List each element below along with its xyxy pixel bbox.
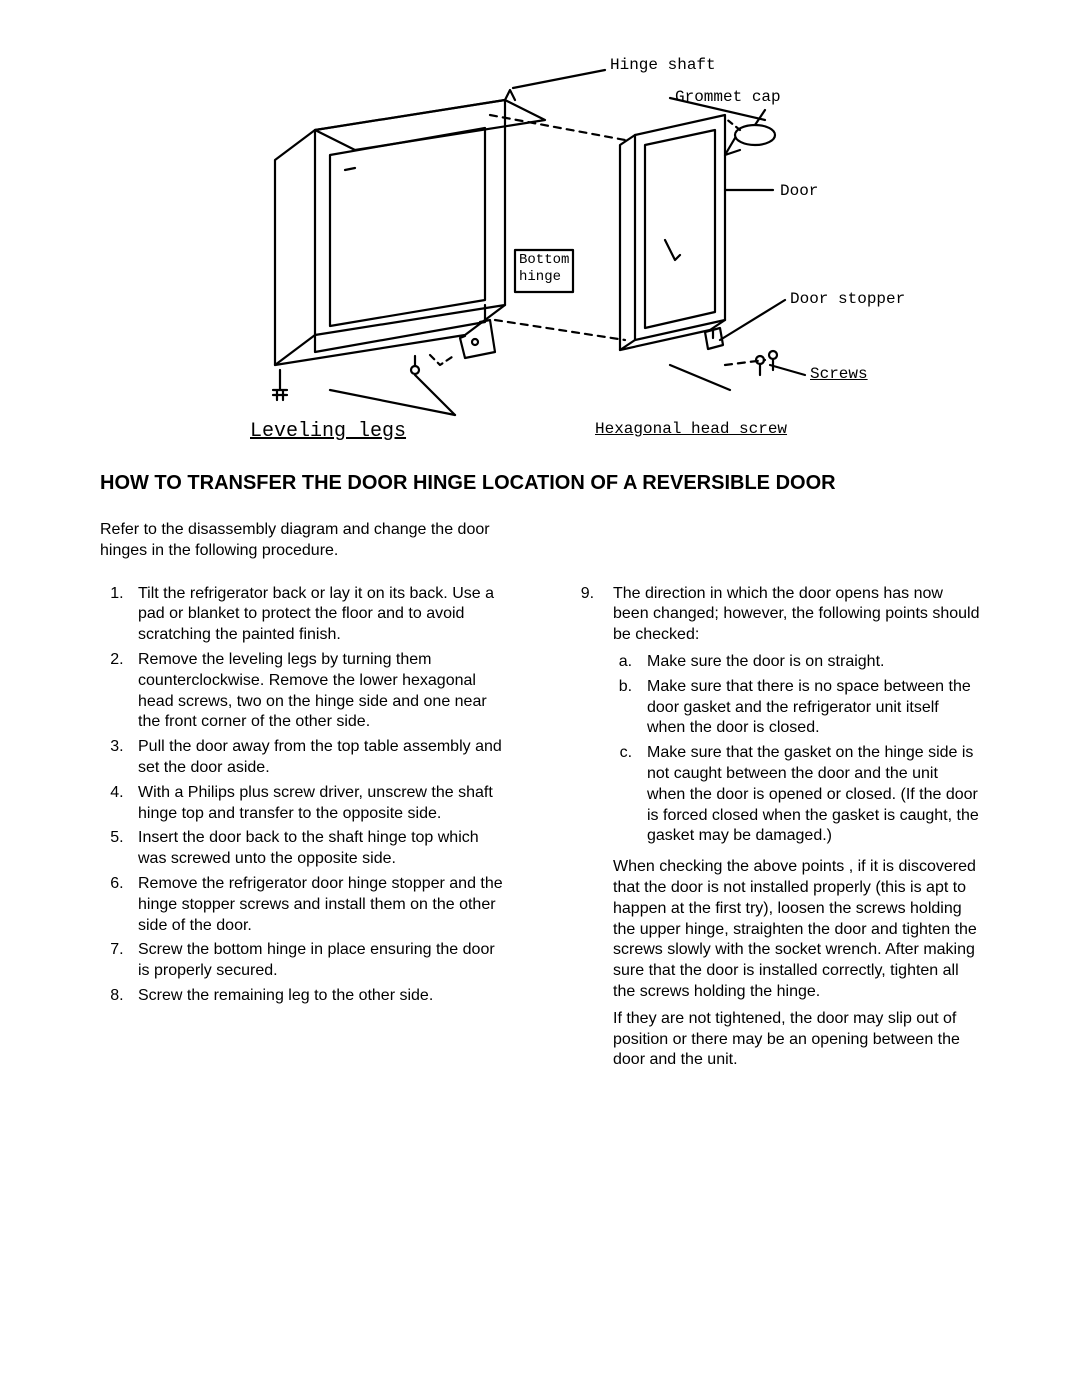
column-right: The direction in which the door opens ha… (575, 584, 980, 1078)
step-item: Pull the door away from the top table as… (128, 737, 505, 779)
label-screws: Screws (810, 365, 868, 383)
heading-text: HOW TO TRANSFER THE DOOR HINGE LOCATION … (100, 472, 836, 494)
step-item: Remove the refrigerator door hinge stopp… (128, 874, 505, 936)
step-item: Screw the remaining leg to the other sid… (128, 986, 505, 1007)
label-hinge-shaft: Hinge shaft (610, 56, 716, 74)
step-item: Remove the leveling legs by turning them… (128, 650, 505, 733)
step9-sub-item: Make sure that there is no space between… (641, 677, 980, 739)
steps-columns: Tilt the refrigerator back or lay it on … (100, 584, 980, 1078)
column-left: Tilt the refrigerator back or lay it on … (100, 584, 505, 1078)
step-item: With a Philips plus screw driver, unscre… (128, 783, 505, 825)
closing-paragraph: When checking the above points , if it i… (613, 857, 980, 1003)
steps-list-left: Tilt the refrigerator back or lay it on … (100, 584, 505, 1007)
section-heading: HOW TO TRANSFER THE DOOR HINGE LOCATION … (100, 470, 980, 496)
step9-sub-item: Make sure the door is on straight. (641, 652, 980, 673)
label-door: Door (780, 182, 818, 200)
closing-block: When checking the above points , if it i… (613, 857, 980, 1071)
step9-sub-item: Make sure that the gasket on the hinge s… (641, 743, 980, 847)
label-grommet-cap: Grommet cap (675, 88, 781, 106)
closing-paragraph: If they are not tightened, the door may … (613, 1009, 980, 1071)
label-bottom-hinge: Bottom hinge (519, 252, 569, 286)
step-item: Screw the bottom hinge in place ensuring… (128, 940, 505, 982)
label-hex-screw: Hexagonal head screw (595, 420, 787, 438)
step-item: Tilt the refrigerator back or lay it on … (128, 584, 505, 646)
step-item: Insert the door back to the shaft hinge … (128, 828, 505, 870)
step9-intro: The direction in which the door opens ha… (613, 585, 979, 644)
label-door-stopper: Door stopper (790, 290, 905, 308)
label-leveling-legs: Leveling legs (250, 420, 406, 443)
disassembly-diagram: Hinge shaft Grommet cap Door Bottom hing… (165, 60, 915, 450)
intro-paragraph: Refer to the disassembly diagram and cha… (100, 520, 500, 562)
step9-sublist: Make sure the door is on straight. Make … (613, 652, 980, 847)
steps-list-right: The direction in which the door opens ha… (575, 584, 980, 848)
step-item-9: The direction in which the door opens ha… (603, 584, 980, 848)
